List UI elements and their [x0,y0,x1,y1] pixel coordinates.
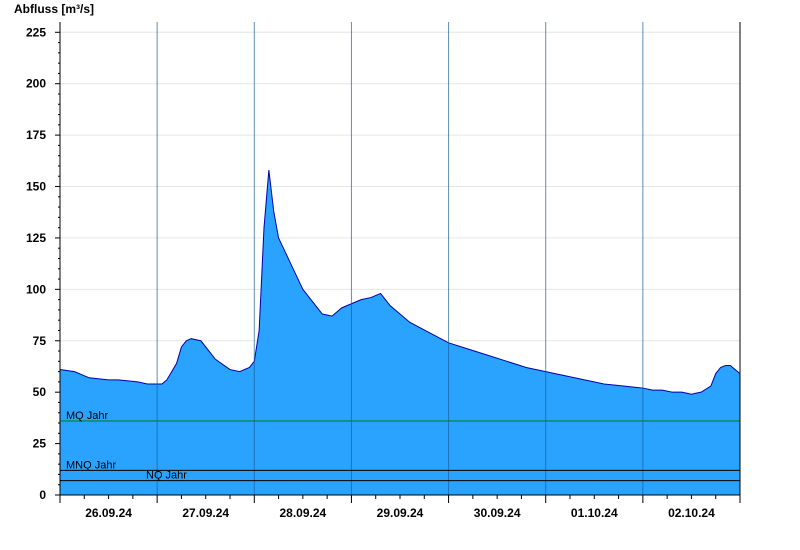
y-axis-label: Abfluss [m³/s] [14,2,94,16]
y-tick-label-100: 100 [26,282,46,296]
y-tick-label-125: 125 [26,231,46,245]
ref-label-2: NQ Jahr [146,470,187,482]
y-tick-label-175: 175 [26,128,46,142]
x-tick-label-4: 30.09.24 [474,506,521,520]
discharge-line [59,170,741,395]
ref-label-1: MNQ Jahr [66,459,116,471]
y-tick-label-150: 150 [26,180,46,194]
x-tick-label-3: 29.09.24 [377,506,424,520]
x-tick-label-1: 27.09.24 [182,506,229,520]
y-tick-label-200: 200 [26,77,46,91]
y-tick-label-225: 225 [26,25,46,39]
x-tick-label-0: 26.09.24 [85,506,132,520]
x-tick-label-2: 28.09.24 [279,506,326,520]
ref-label-0: MQ Jahr [66,410,109,422]
reference-lines: MQ Jahr MNQ Jahr NQ Jahr [60,410,740,482]
data-area [59,170,741,495]
discharge-area [60,170,740,495]
y-tick-label-50: 50 [33,385,47,399]
y-tick-label-75: 75 [33,334,47,348]
x-tick-label-6: 02.10.24 [668,506,715,520]
y-ticks: 0 25 50 75 100 125 150 175 200 225 [26,25,60,502]
y-tick-label-0: 0 [39,488,46,502]
x-tick-label-5: 01.10.24 [571,506,618,520]
day-separators [156,22,644,495]
y-tick-label-25: 25 [33,437,47,451]
x-ticks: 26.09.24 27.09.24 28.09.24 29.09.24 30.09.24… [59,495,741,520]
